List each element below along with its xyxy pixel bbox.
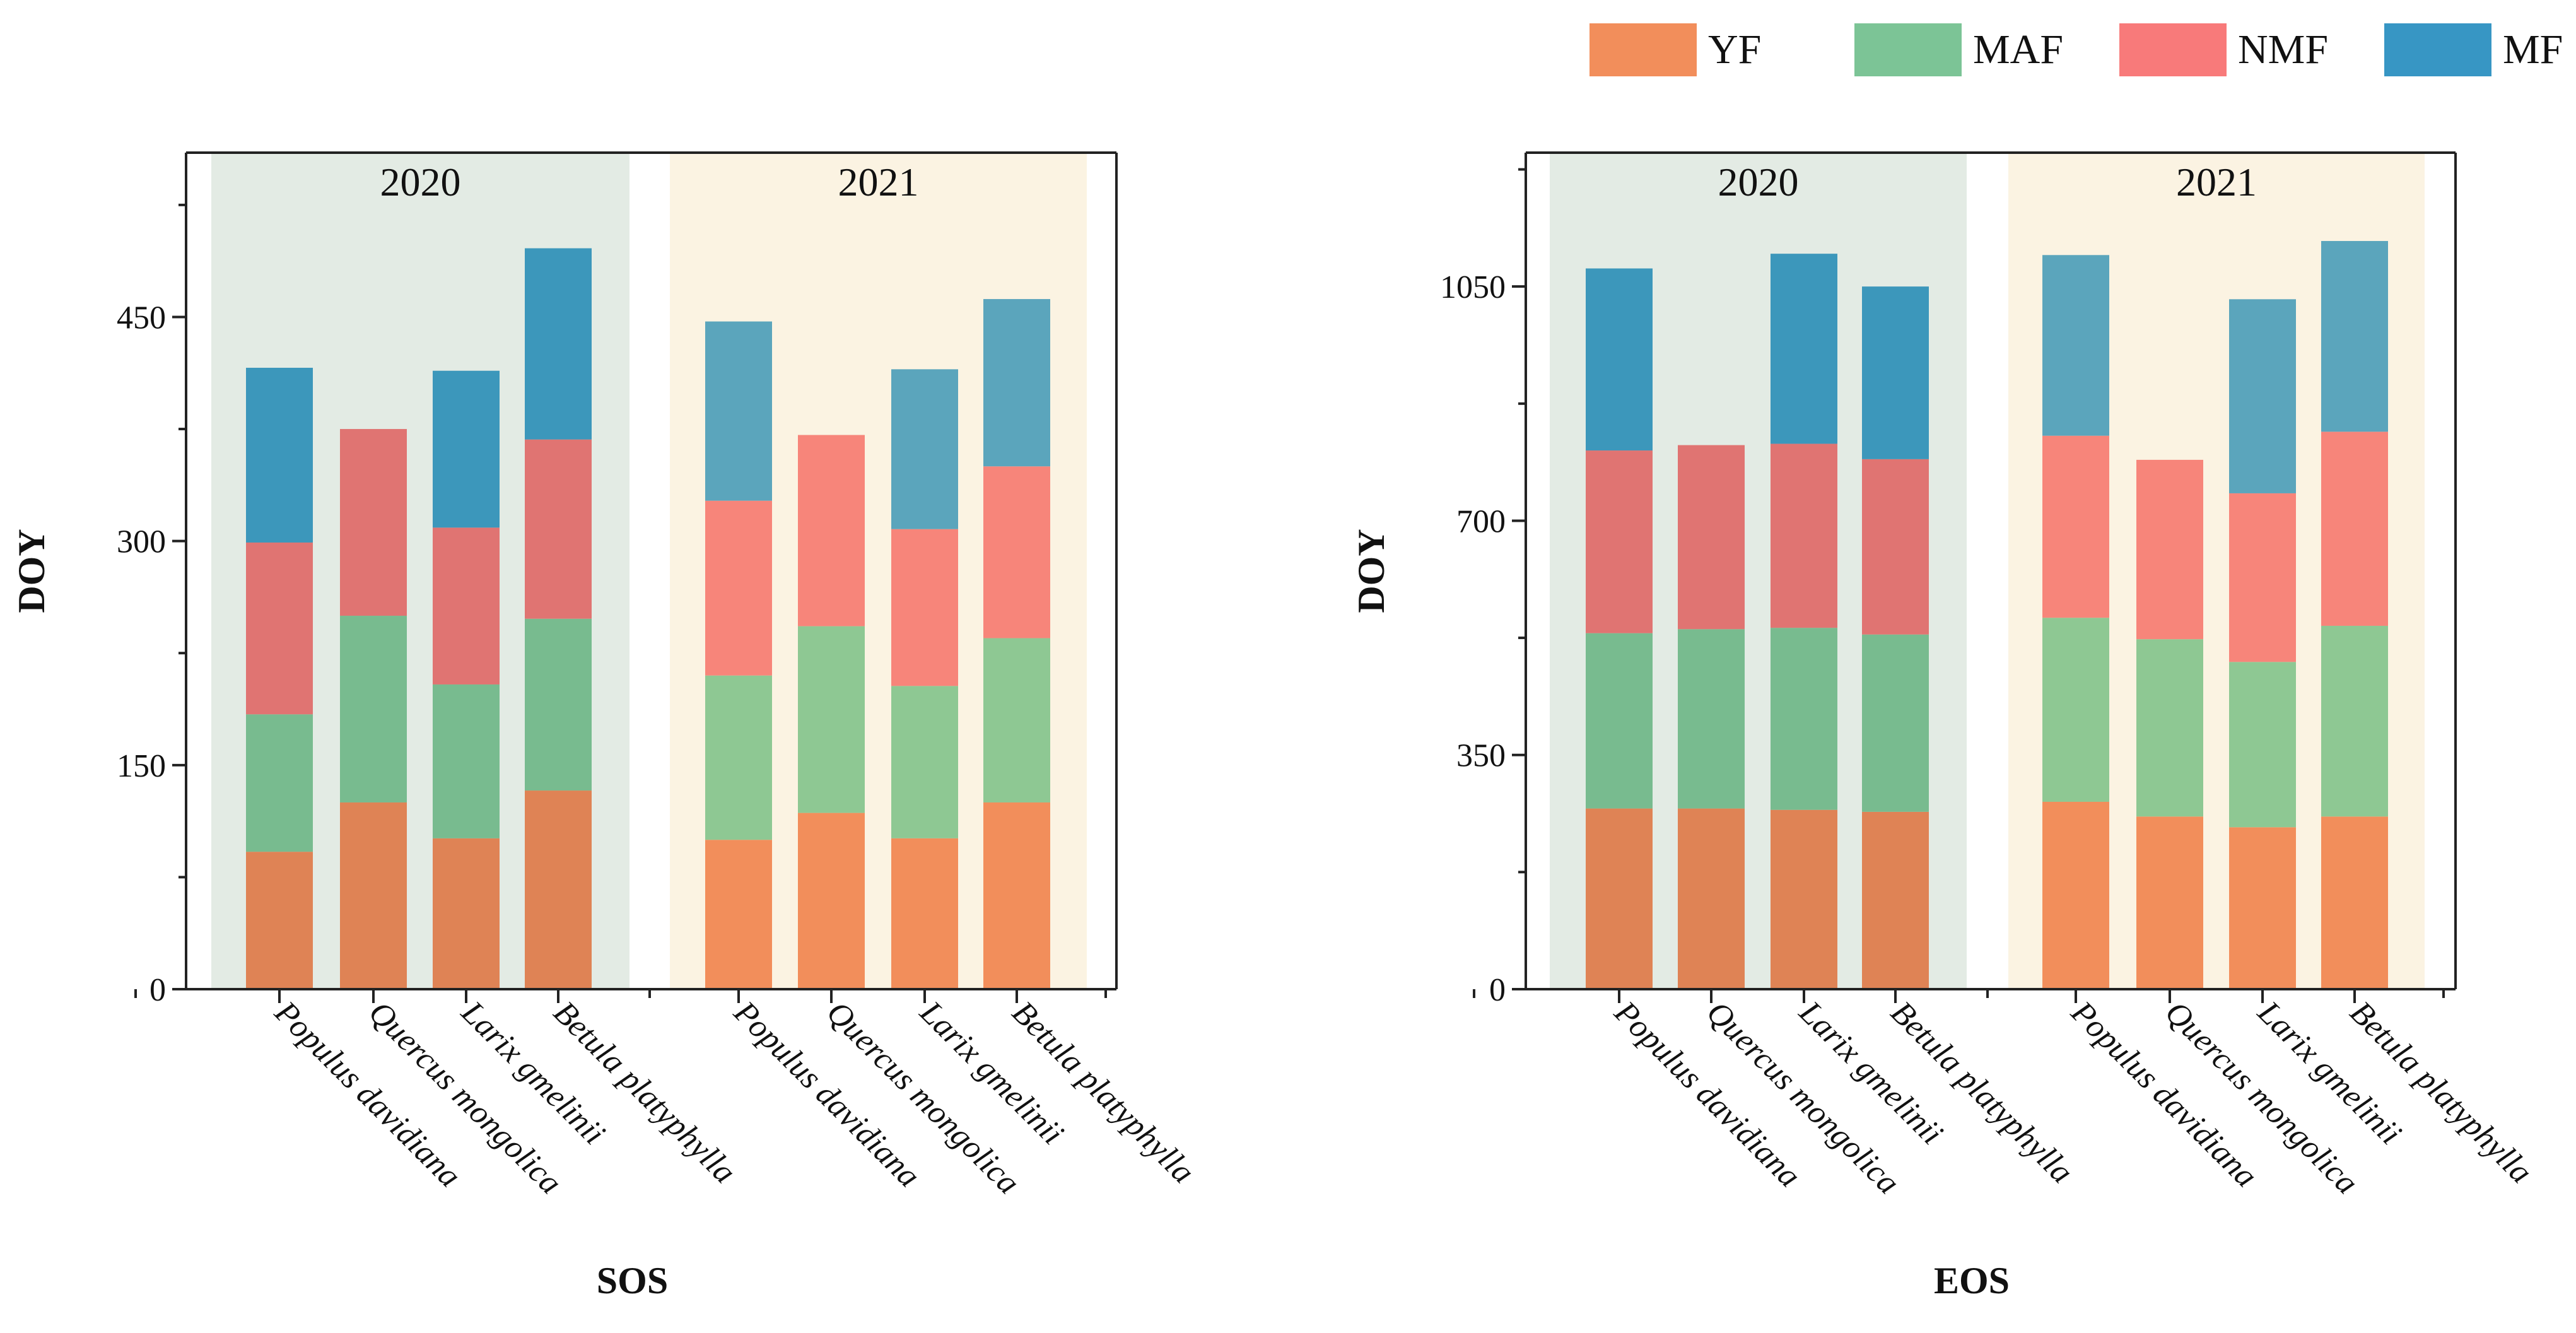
legend-item-nmf: NMF [2119, 21, 2384, 78]
bar-2020-populus-davidiana-mf [246, 367, 313, 543]
bar-2021-quercus-mongolica-nmf [2136, 459, 2203, 640]
bar-2021-betula-platyphylla-mf [983, 299, 1050, 467]
bar-2021-quercus-mongolica-nmf [798, 435, 865, 626]
y-tick-label-0: 0 [1489, 972, 1506, 1008]
y-tick-label-150: 150 [117, 748, 166, 784]
bar-2020-betula-platyphylla-nmf [525, 439, 592, 619]
bar-2020-larix-gmelinii-maf [433, 684, 500, 838]
y-tick-label-300: 300 [117, 524, 166, 560]
bar-2020-betula-platyphylla-maf [1862, 634, 1929, 812]
bar-2021-betula-platyphylla-nmf [983, 466, 1050, 638]
legend-label-mf: MF [2503, 26, 2563, 73]
bar-2020-betula-platyphylla-nmf [1862, 459, 1929, 635]
y-axis-title: DOY [11, 529, 52, 613]
legend-item-mf: MF [2384, 21, 2576, 78]
bar-2021-populus-davidiana-maf [2042, 618, 2109, 802]
bar-2020-larix-gmelinii-maf [1771, 628, 1837, 810]
bar-2020-larix-gmelinii-yf [433, 838, 500, 989]
bar-2021-populus-davidiana-nmf [2042, 435, 2109, 618]
bar-2021-populus-davidiana-nmf [705, 500, 772, 676]
y-tick-label-0: 0 [149, 972, 166, 1008]
group-label-2021: 2021 [2176, 160, 2257, 204]
legend: YF MAF NMF MF [1590, 21, 2576, 78]
bar-2021-populus-davidiana-maf [705, 675, 772, 840]
bar-2021-larix-gmelinii-yf [2229, 827, 2296, 989]
y-tick-label-450: 450 [117, 300, 166, 336]
legend-label-nmf: NMF [2238, 26, 2329, 73]
legend-swatch-mf [2384, 23, 2491, 76]
bar-2020-populus-davidiana-nmf [246, 543, 313, 715]
bar-2020-larix-gmelinii-nmf [433, 527, 500, 684]
bar-2020-quercus-mongolica-maf [1678, 629, 1745, 809]
bar-2021-betula-platyphylla-maf [2321, 625, 2388, 817]
bar-2020-larix-gmelinii-mf [1771, 254, 1837, 444]
bar-2021-populus-davidiana-mf [2042, 255, 2109, 436]
bar-2021-larix-gmelinii-maf [2229, 662, 2296, 828]
bar-2020-quercus-mongolica-maf [340, 616, 407, 803]
bar-2020-betula-platyphylla-maf [525, 618, 592, 791]
y-axis-title: DOY [1350, 529, 1392, 613]
bar-2021-betula-platyphylla-maf [983, 638, 1050, 803]
bar-2020-quercus-mongolica-nmf [340, 429, 407, 616]
bar-2021-betula-platyphylla-yf [983, 802, 1050, 989]
bar-2021-larix-gmelinii-nmf [891, 529, 958, 686]
group-label-2021: 2021 [838, 160, 919, 204]
bar-2021-larix-gmelinii-nmf [2229, 493, 2296, 662]
group-label-2020: 2020 [380, 160, 461, 204]
bar-2021-larix-gmelinii-mf [2229, 299, 2296, 493]
bar-2021-larix-gmelinii-yf [891, 838, 958, 989]
bar-2020-larix-gmelinii-mf [433, 370, 500, 528]
legend-swatch-yf [1590, 23, 1697, 76]
bar-2020-populus-davidiana-maf [246, 714, 313, 852]
legend-label-yf: YF [1708, 26, 1762, 73]
y-tick-label-350: 350 [1456, 738, 1506, 774]
legend-swatch-maf [1854, 23, 1962, 76]
legend-item-maf: MAF [1854, 21, 2119, 78]
bar-2020-populus-davidiana-maf [1586, 633, 1653, 809]
bar-2020-populus-davidiana-yf [246, 852, 313, 989]
legend-swatch-nmf [2119, 23, 2227, 76]
bar-2020-betula-platyphylla-mf [1862, 286, 1929, 459]
bar-2021-quercus-mongolica-maf [2136, 639, 2203, 817]
bar-2020-betula-platyphylla-mf [525, 248, 592, 440]
bar-2021-larix-gmelinii-maf [891, 686, 958, 838]
bar-2021-populus-davidiana-mf [705, 321, 772, 501]
bar-2020-quercus-mongolica-nmf [1678, 445, 1745, 630]
bar-2020-larix-gmelinii-yf [1771, 809, 1837, 989]
bar-2020-betula-platyphylla-yf [525, 790, 592, 989]
legend-label-maf: MAF [1973, 26, 2064, 73]
y-tick-label-1050: 1050 [1440, 269, 1506, 305]
bar-2020-quercus-mongolica-yf [1678, 808, 1745, 989]
x-axis-title: SOS [597, 1260, 668, 1301]
legend-item-yf: YF [1590, 21, 1854, 78]
bar-2021-quercus-mongolica-yf [2136, 816, 2203, 989]
y-tick-label-700: 700 [1456, 503, 1506, 539]
bar-2021-quercus-mongolica-yf [798, 813, 865, 989]
bar-2020-populus-davidiana-yf [1586, 808, 1653, 989]
bar-2021-populus-davidiana-yf [2042, 801, 2109, 989]
bar-2021-betula-platyphylla-mf [2321, 241, 2388, 432]
bar-2020-populus-davidiana-nmf [1586, 450, 1653, 633]
bar-2021-quercus-mongolica-maf [798, 626, 865, 813]
bar-2020-larix-gmelinii-nmf [1771, 443, 1837, 628]
bar-2020-populus-davidiana-mf [1586, 268, 1653, 451]
bar-2021-betula-platyphylla-nmf [2321, 432, 2388, 626]
bar-2021-populus-davidiana-yf [705, 840, 772, 989]
x-axis-title: EOS [1934, 1260, 2010, 1301]
bar-2021-larix-gmelinii-mf [891, 369, 958, 529]
bar-2020-quercus-mongolica-yf [340, 802, 407, 989]
group-label-2020: 2020 [1718, 160, 1799, 204]
bar-2020-betula-platyphylla-yf [1862, 811, 1929, 989]
bar-2021-betula-platyphylla-yf [2321, 816, 2388, 989]
